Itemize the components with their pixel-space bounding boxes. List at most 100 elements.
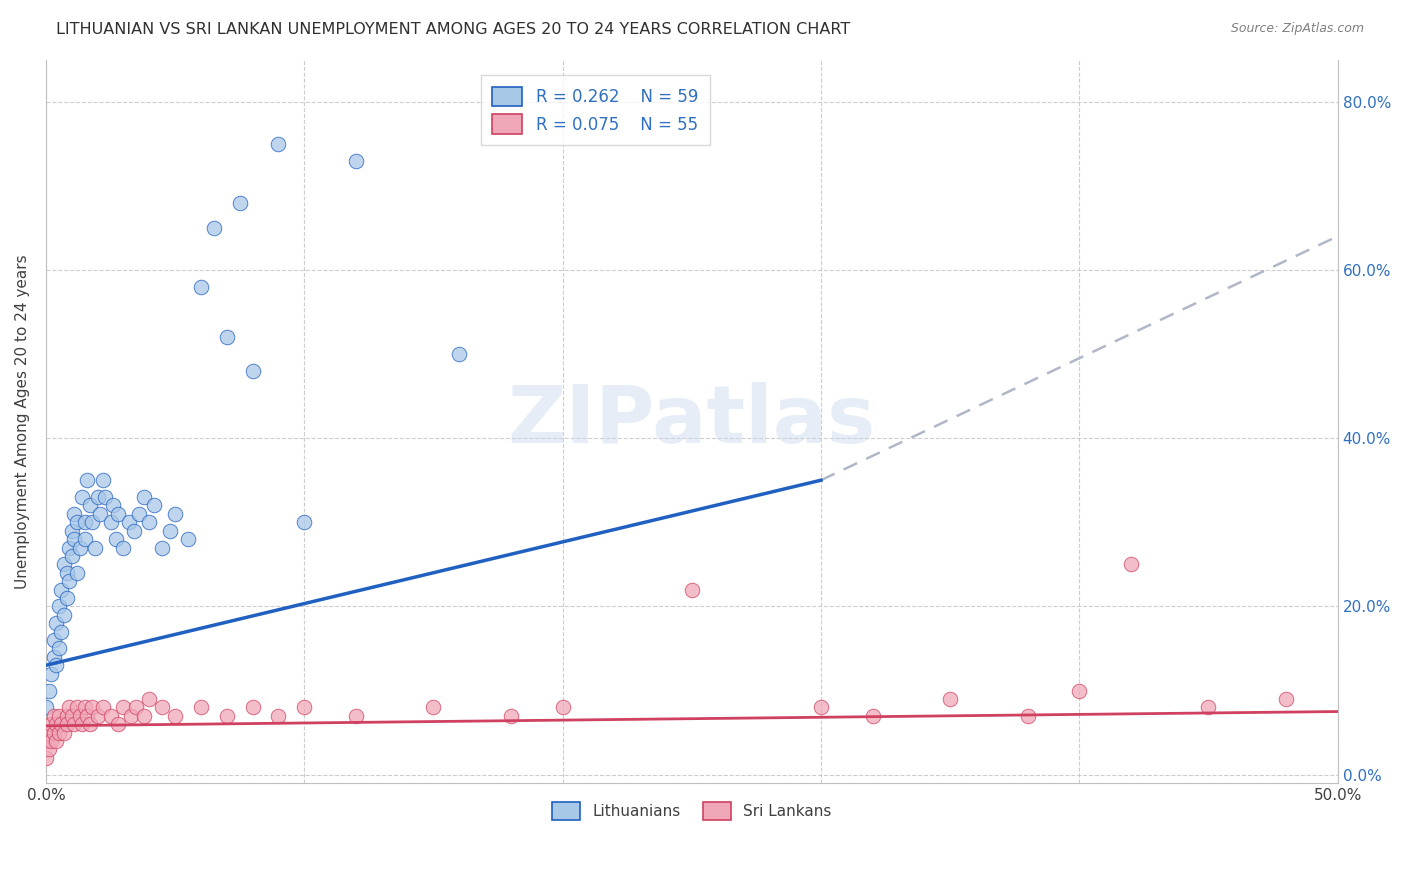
Point <box>1017 708 1039 723</box>
Text: Source: ZipAtlas.com: Source: ZipAtlas.com <box>1230 22 1364 36</box>
Text: LITHUANIAN VS SRI LANKAN UNEMPLOYMENT AMONG AGES 20 TO 24 YEARS CORRELATION CHAR: LITHUANIAN VS SRI LANKAN UNEMPLOYMENT AM… <box>56 22 851 37</box>
Point <box>112 700 135 714</box>
Point <box>1119 558 1142 572</box>
Point <box>125 700 148 714</box>
Point <box>86 490 108 504</box>
Point <box>38 742 60 756</box>
Point <box>63 507 86 521</box>
Point <box>165 507 187 521</box>
Point <box>51 717 73 731</box>
Point <box>42 633 65 648</box>
Point <box>69 541 91 555</box>
Point <box>35 700 58 714</box>
Point <box>292 700 315 714</box>
Point <box>66 515 89 529</box>
Point <box>55 708 77 723</box>
Point <box>100 515 122 529</box>
Point <box>45 616 67 631</box>
Point <box>73 700 96 714</box>
Point <box>82 700 104 714</box>
Point <box>94 490 117 504</box>
Point <box>70 717 93 731</box>
Point <box>45 717 67 731</box>
Point <box>38 683 60 698</box>
Point <box>48 599 70 614</box>
Point <box>60 549 83 563</box>
Point <box>104 532 127 546</box>
Text: ZIPatlas: ZIPatlas <box>508 383 876 460</box>
Point <box>215 330 238 344</box>
Point <box>422 700 444 714</box>
Point <box>48 708 70 723</box>
Point <box>138 692 160 706</box>
Point <box>150 541 173 555</box>
Point <box>215 708 238 723</box>
Point <box>39 734 62 748</box>
Legend: Lithuanians, Sri Lankans: Lithuanians, Sri Lankans <box>546 797 838 826</box>
Point <box>45 734 67 748</box>
Point <box>35 734 58 748</box>
Point <box>449 347 471 361</box>
Point <box>53 607 76 622</box>
Y-axis label: Unemployment Among Ages 20 to 24 years: Unemployment Among Ages 20 to 24 years <box>15 254 30 589</box>
Point <box>58 700 80 714</box>
Point <box>292 515 315 529</box>
Point <box>48 641 70 656</box>
Point <box>63 717 86 731</box>
Point <box>42 708 65 723</box>
Point <box>138 515 160 529</box>
Point <box>39 666 62 681</box>
Point <box>242 700 264 714</box>
Point <box>38 725 60 739</box>
Point <box>76 473 98 487</box>
Point <box>91 700 114 714</box>
Point <box>344 708 367 723</box>
Point <box>45 658 67 673</box>
Point <box>73 515 96 529</box>
Point <box>939 692 962 706</box>
Point <box>1198 700 1220 714</box>
Point <box>499 708 522 723</box>
Point <box>51 624 73 639</box>
Point <box>190 700 212 714</box>
Point <box>60 524 83 538</box>
Point <box>122 524 145 538</box>
Point <box>79 717 101 731</box>
Point <box>242 364 264 378</box>
Point <box>53 725 76 739</box>
Point <box>551 700 574 714</box>
Point <box>120 708 142 723</box>
Point <box>165 708 187 723</box>
Point <box>55 591 77 605</box>
Point <box>159 524 181 538</box>
Point <box>84 541 107 555</box>
Point <box>267 136 290 151</box>
Point <box>39 717 62 731</box>
Point <box>66 700 89 714</box>
Point <box>58 574 80 589</box>
Point <box>117 515 139 529</box>
Point <box>1069 683 1091 698</box>
Point <box>42 725 65 739</box>
Point <box>73 532 96 546</box>
Point <box>1275 692 1298 706</box>
Point <box>66 566 89 580</box>
Point <box>58 541 80 555</box>
Point <box>82 515 104 529</box>
Point <box>128 507 150 521</box>
Point <box>60 708 83 723</box>
Point <box>53 558 76 572</box>
Point <box>150 700 173 714</box>
Point <box>100 708 122 723</box>
Point <box>143 499 166 513</box>
Point <box>69 708 91 723</box>
Point <box>190 279 212 293</box>
Point <box>42 649 65 664</box>
Point <box>134 708 156 723</box>
Point <box>228 195 250 210</box>
Point <box>35 751 58 765</box>
Point <box>91 473 114 487</box>
Point <box>177 532 200 546</box>
Point <box>112 541 135 555</box>
Point <box>76 708 98 723</box>
